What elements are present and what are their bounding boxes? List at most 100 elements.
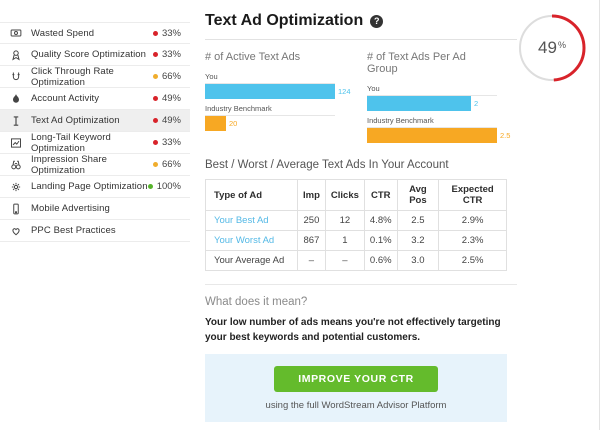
sidebar-item-mobile-advertising[interactable]: Mobile Advertising: [0, 198, 190, 220]
average-ad-label: Your Average Ad: [205, 250, 298, 271]
table-section-title: Best / Worst / Average Text Ads In Your …: [205, 159, 449, 171]
sidebar: Wasted Spend 33% Quality Score Optimizat…: [0, 22, 190, 242]
col-header-expected-ctr: Expected CTR: [438, 179, 507, 211]
bar-industry-benchmark: [205, 116, 226, 131]
table-cell: 4.8%: [363, 210, 398, 231]
sidebar-item-label: Account Activity: [31, 93, 100, 104]
status-dot: [152, 162, 158, 167]
gauge-value: 49 %: [514, 10, 590, 86]
col-header-type-of-ad: Type of Ad: [205, 179, 298, 211]
insight-heading: What does it mean?: [205, 296, 308, 308]
sidebar-item-score: 66%: [161, 71, 181, 82]
status-dot: [152, 52, 158, 57]
table-cell: –: [324, 250, 365, 271]
sidebar-item-label: Wasted Spend: [31, 27, 95, 39]
heart-icon: [10, 225, 26, 237]
bar-value-you: 124: [338, 87, 351, 96]
sidebar-item-label: Quality Score Optimization: [31, 49, 147, 60]
bar-label-you: You: [205, 72, 335, 84]
sidebar-item-score: 66%: [161, 159, 181, 170]
col-header-imp: Imp: [297, 179, 326, 211]
sidebar-item-label: Impression Share Optimization: [31, 153, 108, 176]
bar-value-industry-benchmark: 20: [228, 119, 238, 128]
ads-table: Type of Ad Imp Clicks CTR Avg Pos Expect…: [205, 179, 507, 271]
sidebar-item-score: 33%: [161, 137, 181, 148]
table-cell: 250: [297, 210, 326, 231]
sidebar-item-landing-page[interactable]: Landing Page Optimization 100%: [0, 176, 190, 198]
bar-you: [367, 96, 471, 111]
best-ad-link[interactable]: Your Best Ad: [205, 210, 298, 231]
charts-section: # of Active Text Ads You 124 Industry Be…: [205, 51, 517, 148]
insight-message: Your low number of ads means you're not …: [205, 317, 501, 343]
main-content: Text Ad Optimization ? # of Active Text …: [205, 12, 517, 430]
table-cell: 0.1%: [363, 230, 398, 251]
text-cursor-icon: [10, 115, 26, 127]
sidebar-item-impression-share[interactable]: Impression Share Optimization 66%: [0, 154, 190, 176]
sidebar-item-long-tail-keyword[interactable]: Long-Tail Keyword Optimization 33%: [0, 132, 190, 154]
bar-label-you: You: [367, 84, 497, 96]
sidebar-item-score: 49%: [161, 115, 181, 126]
sidebar-item-score: 100%: [156, 181, 181, 192]
chart-active-text-ads: # of Active Text Ads You 124 Industry Be…: [205, 51, 351, 148]
table-cell: 3.0: [396, 250, 440, 271]
table-cell: –: [297, 250, 326, 271]
table-cell: 1: [324, 230, 365, 251]
page-title: Text Ad Optimization: [205, 12, 364, 29]
section-divider: [205, 284, 517, 285]
chart-title: # of Text Ads Per Ad Group: [367, 51, 466, 75]
status-dot: [152, 96, 158, 101]
table-cell: 0.6%: [363, 250, 398, 271]
worst-ad-link[interactable]: Your Worst Ad: [205, 230, 298, 251]
table-cell: 2.3%: [438, 230, 507, 251]
sidebar-item-wasted-spend[interactable]: Wasted Spend 33%: [0, 22, 190, 44]
table-cell: 12: [324, 210, 365, 231]
table-cell: 2.5%: [438, 250, 507, 271]
gauge-percent-sign: %: [557, 39, 566, 50]
magnet-icon: [10, 71, 26, 83]
table-cell: 2.9%: [438, 210, 507, 231]
table-row-worst-ad: Your Worst Ad 867 1 0.1% 3.2 2.3%: [205, 230, 507, 251]
table-row-average-ad: Your Average Ad – – 0.6% 3.0 2.5%: [205, 250, 507, 271]
sidebar-item-ppc-best-practices[interactable]: PPC Best Practices: [0, 220, 190, 242]
flame-icon: [10, 93, 26, 105]
chart-title: # of Active Text Ads: [205, 51, 301, 63]
col-header-avg-pos: Avg Pos: [396, 179, 440, 211]
table-header-row: Type of Ad Imp Clicks CTR Avg Pos Expect…: [205, 179, 507, 211]
bar-label-industry-benchmark: Industry Benchmark: [205, 104, 335, 116]
status-dot: [152, 30, 158, 36]
bar-label-industry-benchmark: Industry Benchmark: [367, 116, 497, 128]
money-icon: [10, 27, 26, 39]
improve-ctr-button[interactable]: IMPROVE YOUR CTR: [274, 366, 438, 392]
gear-icon: [10, 181, 26, 193]
bar-industry-benchmark: [367, 128, 497, 143]
binoculars-icon: [10, 159, 26, 171]
sidebar-item-click-through-rate[interactable]: Click Through Rate Optimization 66%: [0, 66, 190, 88]
gauge-number: 49: [538, 38, 557, 57]
col-header-ctr: CTR: [363, 179, 398, 211]
sidebar-item-label: Text Ad Optimization: [31, 115, 120, 126]
help-icon[interactable]: ?: [370, 14, 384, 28]
status-dot: [147, 184, 153, 189]
sidebar-item-text-ad-optimization[interactable]: Text Ad Optimization 49%: [0, 110, 190, 132]
cta-box: IMPROVE YOUR CTR using the full WordStre…: [205, 354, 507, 422]
sidebar-item-score: 33%: [161, 27, 181, 39]
chart-icon: [10, 137, 26, 149]
sidebar-item-label: Long-Tail Keyword Optimization: [31, 131, 111, 154]
sidebar-item-quality-score[interactable]: Quality Score Optimization 33%: [0, 44, 190, 66]
sidebar-item-account-activity[interactable]: Account Activity 49%: [0, 88, 190, 110]
cta-caption: using the full WordStream Advisor Platfo…: [265, 400, 447, 411]
sidebar-item-label: Click Through Rate Optimization: [31, 65, 114, 88]
table-cell: 3.2: [396, 230, 440, 251]
bar-you: [205, 84, 335, 99]
title-divider: [205, 39, 517, 40]
bar-value-industry-benchmark: 2.5: [500, 131, 511, 140]
bar-value-you: 2: [474, 99, 479, 108]
sidebar-item-label: PPC Best Practices: [31, 225, 116, 236]
medal-icon: [10, 49, 26, 61]
table-cell: 867: [297, 230, 326, 251]
table-row-best-ad: Your Best Ad 250 12 4.8% 2.5 2.9%: [205, 210, 507, 231]
status-dot: [152, 74, 158, 79]
score-gauge: 49 %: [514, 10, 590, 86]
col-header-clicks: Clicks: [324, 179, 365, 211]
